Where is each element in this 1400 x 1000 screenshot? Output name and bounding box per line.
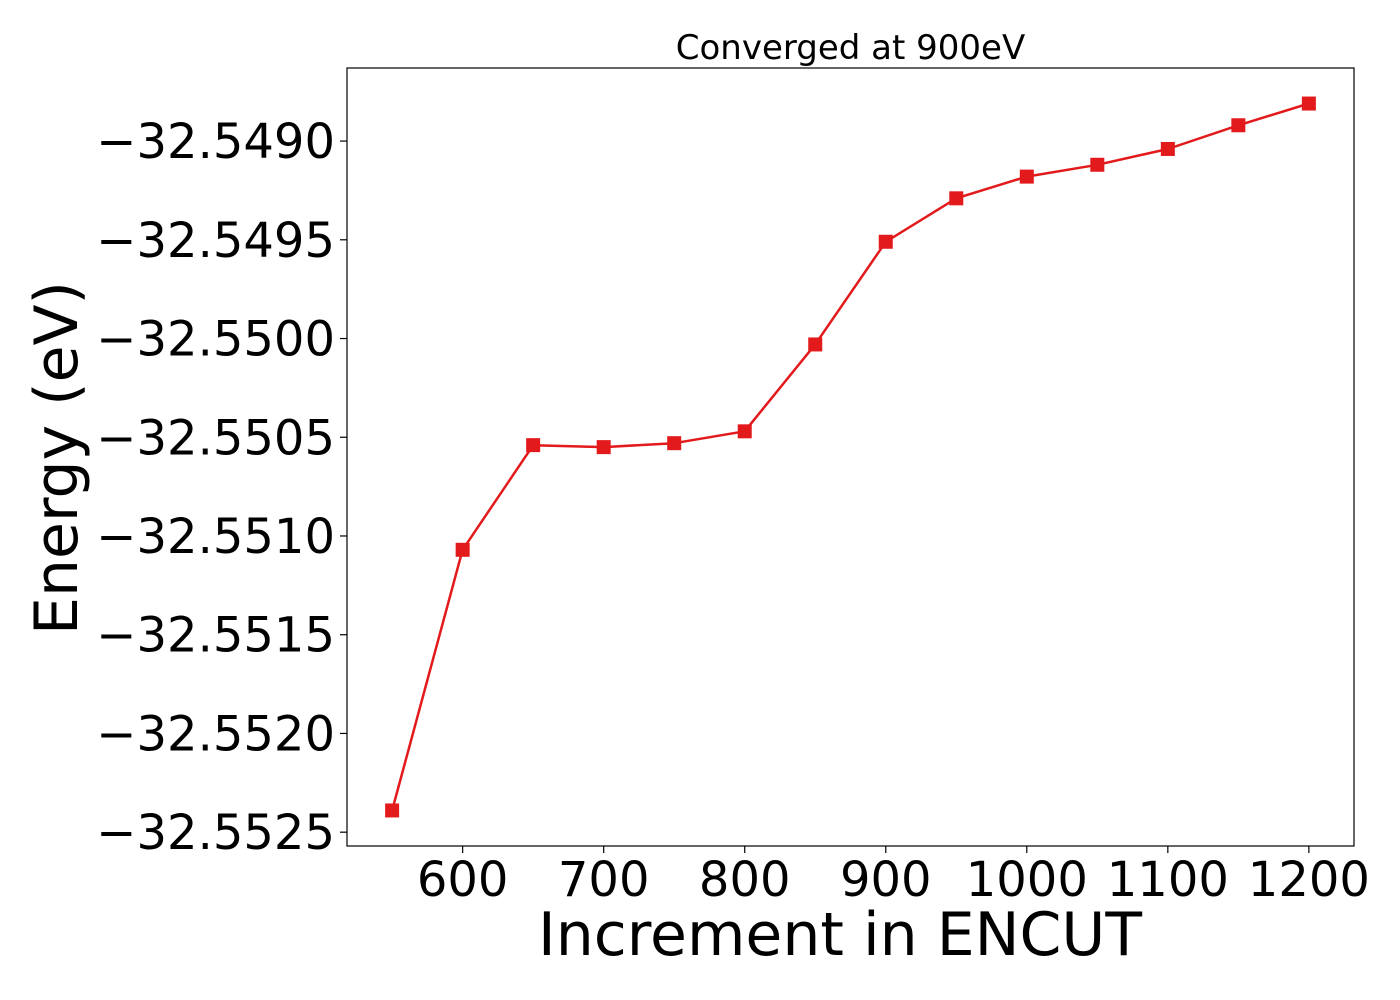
data-point	[878, 234, 893, 249]
series-markers	[385, 96, 1316, 818]
y-tick-label: −32.5490	[96, 114, 335, 170]
y-axis-label: Energy (eV)	[22, 281, 92, 635]
x-tick-label: 700	[558, 852, 650, 908]
y-tick-label: −32.5525	[96, 805, 335, 861]
x-axis-ticks: 600 700 800 900 1000 1100 1200	[417, 846, 1370, 908]
y-tick-label: −32.5510	[96, 509, 335, 565]
x-tick-label: 600	[417, 852, 509, 908]
y-tick-label: −32.5515	[96, 608, 335, 664]
x-tick-label: 1200	[1248, 852, 1370, 908]
data-point	[949, 191, 964, 206]
data-point	[1160, 141, 1175, 156]
data-point	[385, 803, 400, 818]
x-tick-label: 800	[699, 852, 791, 908]
data-point	[1301, 96, 1316, 111]
x-tick-label: 1100	[1107, 852, 1229, 908]
data-point	[455, 542, 470, 557]
y-axis-ticks: −32.5490 −32.5495 −32.5500 −32.5505 −32.5510…	[96, 114, 347, 861]
x-tick-label: 1000	[966, 852, 1088, 908]
chart-title: Converged at 900eV	[676, 28, 1025, 68]
y-tick-label: −32.5520	[96, 706, 335, 762]
x-axis-label: Increment in ENCUT	[538, 900, 1142, 970]
y-tick-label: −32.5505	[96, 410, 335, 466]
plot-area	[346, 67, 1355, 847]
y-tick-label: −32.5500	[96, 312, 335, 368]
data-point	[667, 436, 682, 451]
data-point	[1019, 169, 1034, 184]
data-point	[1090, 157, 1105, 172]
data-point	[1231, 118, 1246, 133]
data-point	[526, 438, 541, 453]
data-point	[808, 337, 823, 352]
y-tick-label: −32.5495	[96, 213, 335, 269]
x-tick-label: 900	[840, 852, 932, 908]
data-point	[596, 440, 611, 455]
data-point	[737, 424, 752, 439]
series-line	[390, 102, 1310, 811]
